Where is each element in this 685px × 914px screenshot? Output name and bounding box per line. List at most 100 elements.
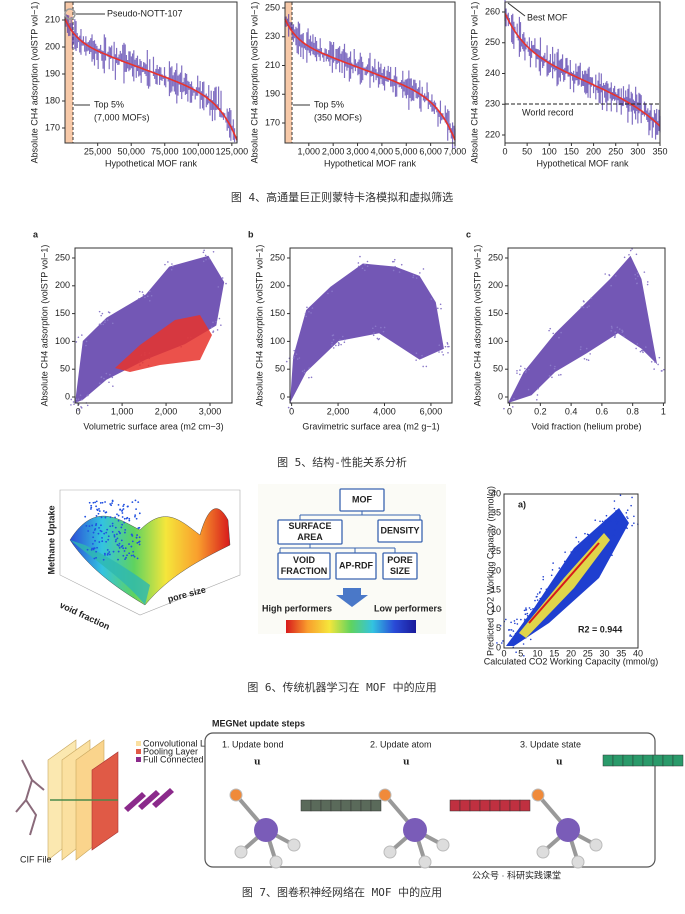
axis-box [59,489,241,616]
scatter-dot [98,310,101,313]
feature-vector-cell [519,799,531,812]
scatter-dot [615,275,617,277]
scatter-dot [560,570,562,573]
scatter-dot [610,325,613,328]
scatter-dot [583,357,586,360]
scatter-dot [598,526,601,529]
scatter-dot [545,588,548,591]
data-point [97,512,100,515]
diagram-label: AP-RDF [339,560,373,570]
panel-letter: a [33,229,39,239]
scatter-dot [301,370,304,373]
x-tick-label: 100 [542,146,557,156]
annotation: Top 5% [314,99,344,109]
scatter-dot [141,291,144,293]
y-tick-label: 100 [488,336,503,346]
figure-caption: 图 6、传统机器学习在 MOF 中的应用 [247,680,436,694]
pointer [507,2,526,17]
data-point [97,532,100,535]
data-point [112,550,115,553]
scatter-dot [310,376,313,379]
scatter-dot [614,529,616,531]
x-tick-label: 0 [502,146,507,156]
scatter-dot [204,254,207,257]
scatter-dot [98,382,101,385]
scatter-dot [661,370,663,372]
annotation: Top 5% [94,99,124,109]
data-point [95,505,97,508]
scatter-dot [75,341,78,343]
scatter-dot [548,375,551,377]
plot-frame [504,1,661,144]
x-tick-label: 1 [661,406,666,416]
x-tick-label: 350 [652,146,667,156]
scatter-dot [623,256,626,259]
scatter-dot [105,372,108,375]
trend-line [284,18,456,141]
y-tick-label: 200 [55,280,70,290]
scatter-dot [552,583,554,585]
plot-frame [64,1,238,144]
x-tick-label: 0.4 [565,406,578,416]
scatter-dot [440,307,442,310]
scatter-dot [580,346,582,348]
scatter-dot [111,322,114,325]
x-axis-label: Void fraction (helium probe) [531,421,641,431]
scatter-dot [574,551,576,553]
data-point [122,554,125,557]
data-point [134,515,136,518]
data-point [118,530,120,533]
data-point [98,526,100,529]
y-tick-label: 150 [270,308,285,318]
scatter-dot [548,592,551,595]
scatter-dot [374,325,377,328]
scatter-dot [212,321,214,324]
scatter-dot [102,323,105,326]
feature-vector-cell [499,799,511,812]
y-tick-label: 250 [485,37,500,47]
scatter-dot [516,372,518,374]
diagram-box [277,519,343,545]
scatter-dot [635,253,638,256]
y-tick-label: 150 [488,308,503,318]
scatter-dot [217,286,220,288]
scatter-cloud-highlight [115,315,212,372]
data-point [106,549,109,551]
data-point [135,508,137,510]
scatter-dot [563,603,565,605]
scatter-dot [589,353,591,355]
scatter-dot [588,536,591,539]
data-point [122,505,125,508]
data-point [111,502,113,504]
scatter-dot [210,326,213,329]
y-tick-label: 150 [55,308,70,318]
y-tick-label: 100 [270,336,285,346]
scatter-dot [86,394,89,397]
scatter-dot [308,310,310,313]
x-tick-label: 25 [583,648,593,658]
scatter-cloud [508,255,658,403]
feature-vector-cell [479,799,491,812]
scatter-dot [339,339,341,341]
scatter-dot [622,330,624,332]
top-band [65,2,73,143]
data-point [130,545,133,548]
scatter-dot [285,360,288,363]
panel-letter: c [466,229,471,239]
label-line: AREA [297,532,323,542]
feature-vector-cell [300,799,312,812]
scatter-dot [212,331,214,333]
scatter-dot [646,283,649,286]
data-point [123,517,126,520]
diagram-box [339,488,385,512]
y-tick-label: 220 [485,129,500,139]
data-point [120,526,123,529]
scatter-dot [503,407,505,410]
arrow [336,588,368,607]
trend-line [504,12,661,127]
scatter-dot [442,353,445,356]
scatter-dot [111,376,114,379]
scatter-dot [604,273,607,275]
scatter-dot [542,578,545,581]
diagram-label: VOID FRACTION [281,555,328,576]
